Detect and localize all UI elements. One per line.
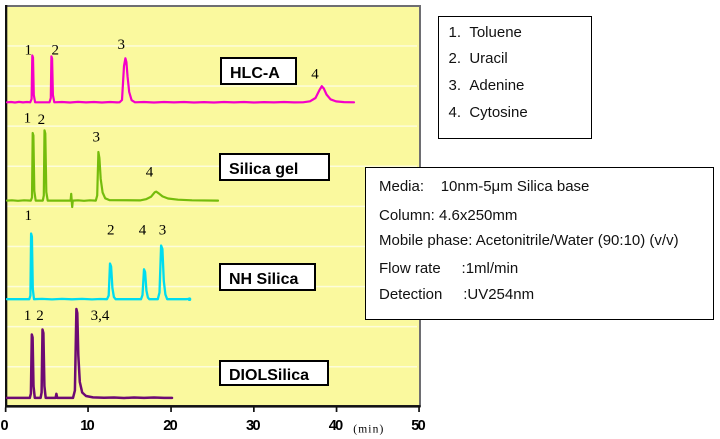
svg-text:3,4: 3,4: [91, 308, 110, 324]
svg-text:50: 50: [411, 418, 426, 434]
svg-text:10: 10: [80, 418, 95, 434]
svg-text:2: 2: [36, 308, 44, 324]
svg-text:0: 0: [0, 418, 8, 434]
svg-text:(min): (min): [353, 424, 383, 436]
svg-text:4: 4: [311, 67, 319, 83]
svg-text:2: 2: [107, 223, 115, 239]
svg-text:30: 30: [246, 418, 260, 434]
svg-text:40: 40: [329, 418, 344, 434]
svg-text:3: 3: [118, 37, 126, 53]
svg-text:3: 3: [93, 130, 101, 146]
svg-text:20: 20: [163, 418, 178, 434]
svg-text:1: 1: [24, 308, 32, 324]
svg-text:4: 4: [139, 223, 147, 239]
svg-text:3: 3: [159, 223, 167, 239]
svg-text:1: 1: [25, 208, 33, 224]
svg-text:1: 1: [24, 111, 32, 127]
svg-text:1: 1: [24, 43, 32, 59]
svg-text:2: 2: [52, 43, 60, 59]
svg-text:4: 4: [146, 165, 154, 181]
svg-text:2: 2: [38, 112, 46, 128]
